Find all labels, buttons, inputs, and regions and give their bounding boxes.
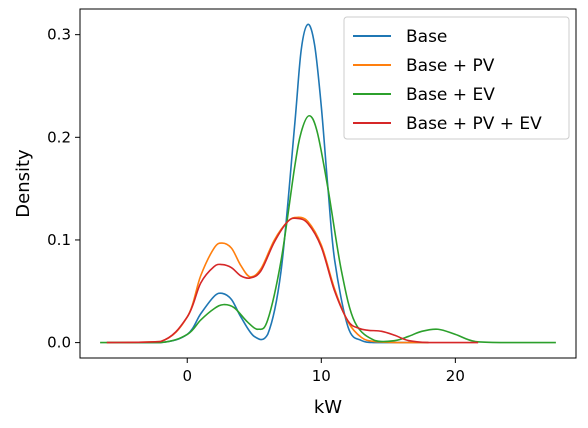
y-tick-label: 0.0 bbox=[47, 334, 71, 352]
x-tick-label: 20 bbox=[446, 367, 465, 385]
plot-frame bbox=[79, 8, 577, 359]
x-tick-label: 10 bbox=[312, 367, 331, 385]
y-tick-label: 0.2 bbox=[47, 128, 71, 146]
series-layer bbox=[100, 23, 556, 344]
legend-box bbox=[343, 16, 570, 140]
legend-label: Base + EV bbox=[406, 85, 495, 105]
series-line-1 bbox=[106, 23, 429, 344]
y-axis-title: Density bbox=[13, 149, 34, 218]
series-line-3 bbox=[100, 114, 556, 344]
x-tick-label: 0 bbox=[182, 367, 192, 385]
series-line-2 bbox=[106, 216, 429, 344]
y-tick-label: 0.1 bbox=[47, 231, 71, 249]
legend-label: Base bbox=[406, 27, 447, 47]
series-line-4 bbox=[106, 217, 479, 344]
legend: Base Base + PV Base + EV Base + PV + EV bbox=[343, 16, 570, 140]
legend-label: Base + PV bbox=[406, 56, 495, 76]
legend-label: Base + PV + EV bbox=[406, 114, 542, 134]
y-tick-label: 0.3 bbox=[47, 26, 71, 44]
x-axis-title: kW bbox=[314, 397, 342, 418]
ticks-layer: 0 10 20 0.0 0.1 0.2 0.3 bbox=[47, 26, 465, 385]
